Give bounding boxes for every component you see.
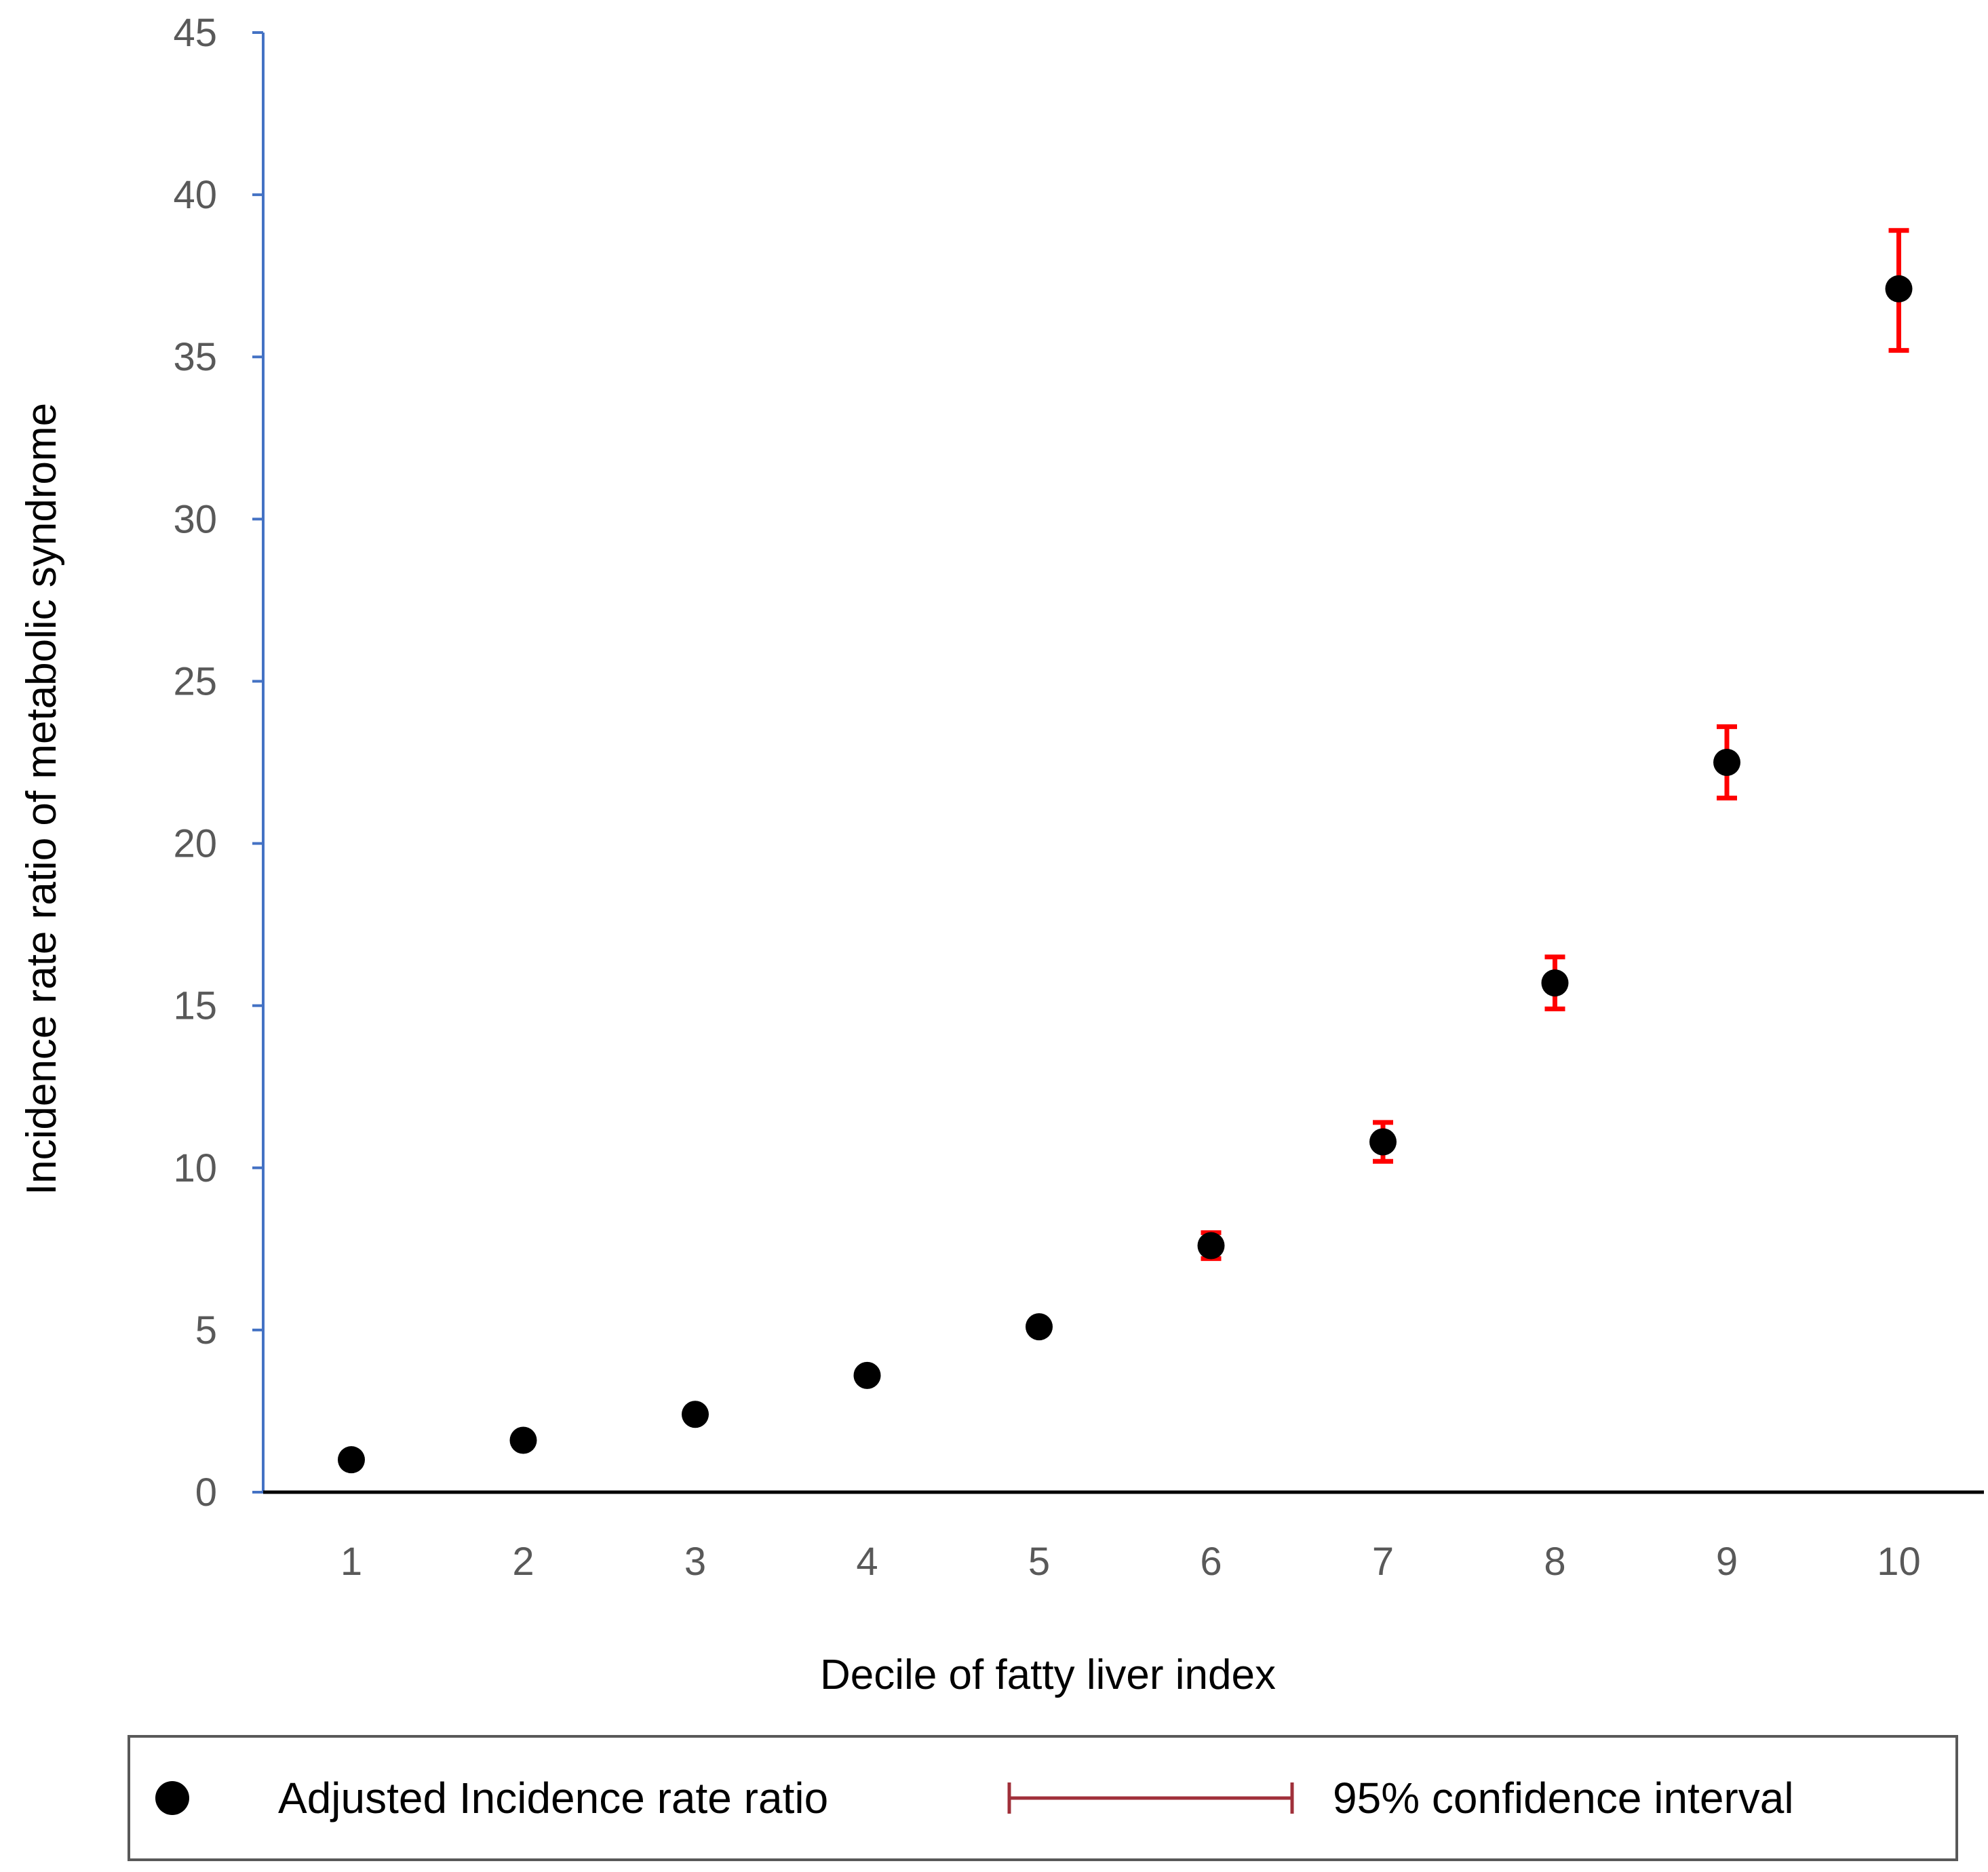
x-tick-label: 9 [1716, 1540, 1738, 1584]
legend-ci-label: 95% confidence interval [1333, 1774, 1794, 1822]
x-tick-label: 3 [684, 1540, 706, 1584]
data-point [1885, 275, 1913, 303]
x-tick-label: 10 [1877, 1540, 1921, 1584]
y-tick-label: 35 [173, 335, 217, 379]
y-axis-title: Incidence rate ratio of metabolic syndro… [18, 403, 65, 1195]
x-tick-label: 6 [1200, 1540, 1222, 1584]
y-tick-label: 15 [173, 984, 217, 1028]
data-point [853, 1361, 881, 1389]
y-tick-label: 25 [173, 659, 217, 703]
data-point [1541, 969, 1569, 997]
data-point [1713, 749, 1740, 776]
legend: Adjusted Incidence rate ratio 95% confid… [128, 1735, 1958, 1861]
x-axis-title: Decile of fatty liver index [820, 1652, 1276, 1698]
x-axis-ticks: 1 2 3 4 5 6 7 8 9 10 [340, 1540, 1921, 1584]
y-tick-label: 10 [173, 1146, 217, 1190]
data-point [1369, 1128, 1397, 1156]
data-point [682, 1401, 709, 1428]
x-tick-label: 7 [1372, 1540, 1394, 1584]
y-tick-label: 0 [195, 1470, 217, 1515]
y-tick-label: 5 [195, 1308, 217, 1352]
data-point [1197, 1232, 1225, 1260]
data-point [338, 1446, 365, 1474]
y-tick-label: 20 [173, 822, 217, 866]
data-points [338, 275, 1913, 1474]
x-tick-label: 2 [512, 1540, 534, 1584]
data-point [1026, 1313, 1053, 1341]
x-tick-label: 4 [856, 1540, 878, 1584]
y-tick-label: 30 [173, 497, 217, 541]
legend-point-marker [155, 1781, 189, 1815]
y-tick-label: 45 [173, 11, 217, 55]
error-bars [1029, 228, 1909, 1336]
x-tick-label: 1 [340, 1540, 362, 1584]
legend-point-label: Adjusted Incidence rate ratio [278, 1774, 828, 1822]
x-tick-label: 5 [1028, 1540, 1050, 1584]
y-tick-label: 40 [173, 173, 217, 217]
data-point [509, 1426, 537, 1454]
x-tick-label: 8 [1544, 1540, 1565, 1584]
y-axis-ticks: 0 5 10 15 20 25 30 35 40 45 [173, 11, 263, 1515]
legend-ci-marker [1007, 1782, 1294, 1814]
